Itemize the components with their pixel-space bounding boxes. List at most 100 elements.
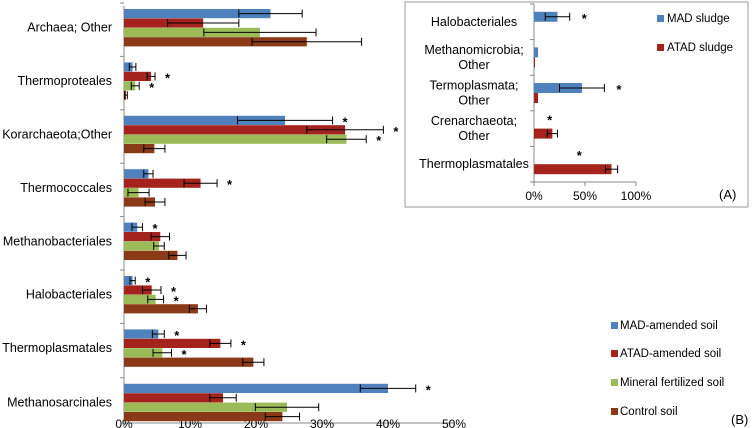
category-label: Thermococcales [20, 181, 112, 195]
inset-legend-swatch [657, 44, 664, 51]
bar [124, 393, 223, 403]
bar [124, 134, 347, 144]
bar [124, 81, 136, 91]
inset-category-label: Other [458, 94, 489, 108]
inset-x-tick-label: 100% [621, 189, 652, 203]
bar [124, 285, 152, 295]
inset-frame [404, 1, 749, 208]
x-tick-label: 0% [115, 417, 133, 428]
x-tick-label: 10% [178, 417, 202, 428]
significance-marker: * [241, 337, 247, 352]
inset-category-label: Halobacteriales [431, 15, 517, 29]
bar [124, 402, 288, 412]
bar [124, 232, 161, 242]
significance-marker: * [152, 221, 158, 236]
significance-marker: * [227, 177, 233, 192]
significance-marker: * [149, 80, 155, 95]
inset-legend-swatch [657, 15, 664, 22]
inset-bar [534, 128, 553, 139]
category-label: Halobacteriales [26, 288, 112, 302]
bar [124, 144, 155, 154]
bar [124, 241, 159, 251]
bar [124, 348, 163, 358]
significance-marker: * [145, 275, 151, 290]
category-label: Archaea; Other [27, 21, 112, 35]
legend-swatch [611, 379, 618, 386]
significance-marker: * [182, 347, 188, 362]
legend-label: ATAD-amended soil [620, 348, 721, 360]
inset-x-tick-label: 0% [525, 189, 543, 203]
category-label: Korarchaeota;Other [2, 128, 112, 142]
x-tick-label: 40% [376, 417, 400, 428]
bar [124, 276, 133, 286]
inset-bar [534, 164, 612, 175]
significance-marker: * [393, 124, 399, 139]
legend-item: ATAD-amended soil [611, 348, 721, 360]
category-label: Thermoproteales [18, 74, 113, 88]
inset-bar [534, 83, 582, 93]
bar [124, 222, 138, 232]
significance-marker: * [171, 284, 177, 299]
inset-significance-marker: * [577, 148, 583, 163]
bar [124, 9, 271, 19]
bar [124, 71, 152, 81]
x-tick-label: 30% [310, 417, 334, 428]
significance-marker: * [426, 382, 432, 397]
bar [124, 18, 204, 28]
legend-item: Control soil [611, 406, 678, 418]
bar [124, 115, 286, 125]
bar [124, 62, 133, 72]
bar [124, 37, 307, 47]
legend-swatch [611, 322, 618, 329]
panel-label-b: (B) [731, 412, 748, 427]
legend-item: Mineral fertilized soil [611, 377, 724, 389]
panel-a: 0% 50% 100% Halobacteriales * Methanomicrobia… [404, 1, 749, 208]
inset-bar [534, 47, 539, 58]
legend-label: Mineral fertilized soil [620, 377, 724, 389]
significance-marker: * [174, 293, 180, 308]
legend-label: Control soil [620, 406, 678, 418]
inset-category-label: Methanomicrobia; [424, 43, 523, 57]
bar [124, 169, 149, 179]
x-tick-label: 20% [244, 417, 268, 428]
category-label: Methanosarcinales [7, 396, 112, 410]
inset-category-label: Thermoplasmatales [419, 157, 529, 171]
significance-marker: * [174, 328, 180, 343]
significance-marker: * [165, 70, 171, 85]
panel-label-a: (A) [719, 187, 736, 202]
inset-category-label: Other [458, 58, 489, 72]
inset-legend-label: MAD sludge [667, 13, 730, 25]
significance-marker: * [343, 114, 349, 129]
inset-significance-marker: * [547, 113, 553, 128]
significance-marker: * [376, 133, 382, 148]
inset-bar [534, 93, 539, 103]
category-label: Thermoplasmatales [2, 341, 112, 355]
bar [124, 338, 221, 348]
inset-legend-item: ATAD sludge [657, 42, 733, 54]
bar [124, 294, 156, 304]
bar [124, 304, 198, 314]
bar [124, 383, 388, 393]
legend-swatch [611, 350, 618, 357]
inset-category-label: Termoplasmata; [430, 79, 519, 93]
inset-x-tick-label: 50% [573, 189, 597, 203]
legend-label: MAD-amended soil [620, 320, 718, 332]
legend-swatch [611, 408, 618, 415]
bar [124, 125, 346, 135]
category-label: Methanobacteriales [3, 234, 112, 248]
bar [124, 412, 283, 422]
inset-bar [534, 57, 536, 68]
inset-legend-item: MAD sludge [657, 13, 730, 25]
legend-item: MAD-amended soil [611, 320, 718, 332]
inset-significance-marker: * [582, 11, 588, 26]
bar [124, 178, 201, 188]
x-tick-label: 50% [442, 417, 466, 428]
bar [124, 357, 254, 367]
bar [124, 27, 260, 37]
inset-legend-label: ATAD sludge [667, 42, 733, 54]
inset-significance-marker: * [616, 82, 622, 97]
bar [124, 250, 178, 260]
bar [124, 197, 156, 207]
